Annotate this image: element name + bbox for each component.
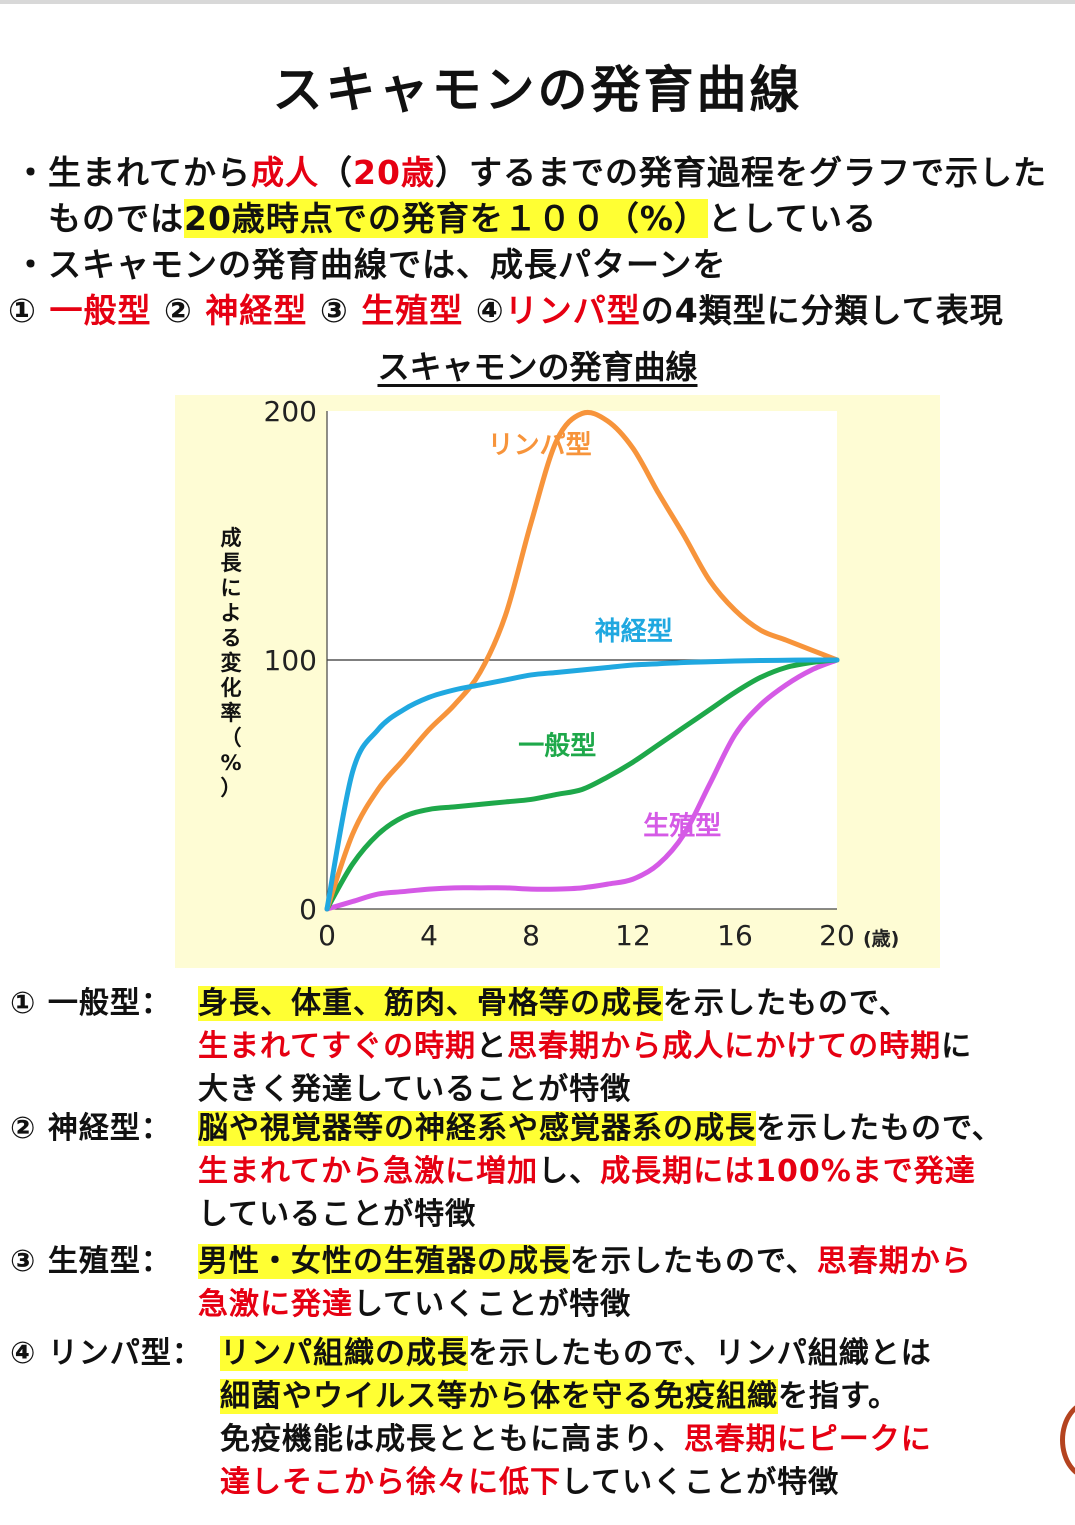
emphasis-text: 思春期から — [816, 1244, 972, 1279]
intro-line-4: ① 一般型 ② 神経型 ③ 生殖型 ④リンパ型の4類型に分類して表現 — [8, 288, 1074, 334]
desc-text: を示したもので、リンパ組織とは — [468, 1336, 932, 1371]
desc-text: していくことが特徴 — [353, 1287, 632, 1322]
highlighted-text: リンパ組織の成長 — [220, 1336, 468, 1371]
chart-title-text: スキャモンの発育曲線 — [377, 348, 698, 386]
series-line — [324, 409, 840, 912]
intro-line-1: ・生まれてから成人（20歳）するまでの発育過程をグラフで示した — [14, 150, 1074, 196]
emphasis-text: 思春期から成人にかけての時期 — [507, 1029, 942, 1064]
emphasis-text: 生まれてから急激に増加 — [198, 1154, 539, 1189]
x-tick-label: 16 — [717, 919, 753, 952]
intro-age: 20歳 — [353, 153, 435, 192]
type-number: ① — [8, 291, 50, 330]
desc-text: 免疫機能は成長とともに高まり、 — [220, 1422, 684, 1457]
desc-line: 身長、体重、筋肉、骨格等の成長を示したもので、 — [198, 982, 972, 1025]
series-line — [324, 657, 840, 912]
intro-line-2: ものでは20歳時点での発育を１００（%）としている — [14, 196, 1074, 242]
desc-line: 生まれてすぐの時期と思春期から成人にかけての時期に — [198, 1025, 972, 1068]
highlighted-text: 脳や視覚器等の神経系や感覚器系の成長 — [198, 1111, 756, 1146]
highlighted-text: 身長、体重、筋肉、骨格等の成長 — [198, 986, 663, 1021]
type-number: ② — [151, 291, 206, 330]
intro-text-segment: ）するまでの発育過程をグラフで示した — [434, 153, 1047, 192]
y-tick-label: 0 — [299, 893, 317, 926]
desc-text: を指す。 — [778, 1379, 899, 1414]
desc-line: 大きく発達していることが特徴 — [198, 1068, 972, 1111]
y-tick-label: 200 — [264, 395, 317, 428]
type-neural: 神経型 — [205, 291, 308, 330]
desc-label: ① 一般型： — [10, 986, 172, 1021]
chart-title: スキャモンの発育曲線 — [0, 342, 1075, 388]
intro-text-segment: （ — [319, 153, 354, 192]
highlighted-text: 細菌やウイルス等から体を守る免疫組織 — [220, 1379, 778, 1414]
x-axis-unit: (歳) — [863, 928, 899, 950]
x-tick-label: 4 — [420, 919, 438, 952]
type-general: 一般型 — [49, 291, 152, 330]
emphasis-text: 達しそこから徐々に低下 — [220, 1465, 561, 1500]
series-line — [324, 657, 840, 912]
desc-line: していることが特徴 — [198, 1193, 1003, 1236]
x-tick-label: 20 — [819, 919, 855, 952]
growth-curve-chart: 0 4 8 12 16 20 (歳) 0 100 200 成長による変化率（%） リンパ型神経型一般… — [175, 395, 940, 968]
intro-adult: 成人 — [251, 153, 320, 192]
intro-text-segment: としている — [708, 199, 878, 238]
emphasis-text: 成長期には100%まで発達 — [600, 1154, 976, 1189]
desc-body: 脳や視覚器等の神経系や感覚器系の成長を示したもので、 生まれてから急激に増加し、成… — [198, 1107, 1003, 1236]
series-label: 神経型 — [595, 616, 673, 647]
desc-body: 男性・女性の生殖器の成長を示したもので、思春期から 急激に発達していくことが特徴 — [198, 1240, 972, 1326]
intro-highlight: 20歳時点での発育を１００（%） — [184, 199, 708, 238]
type-number: ③ — [307, 291, 362, 330]
series-label: 生殖型 — [643, 810, 721, 841]
desc-text: と — [476, 1029, 508, 1064]
desc-line: 脳や視覚器等の神経系や感覚器系の成長を示したもので、 — [198, 1107, 1003, 1150]
x-tick-label: 12 — [615, 919, 651, 952]
desc-label: ④ リンパ型： — [10, 1336, 203, 1371]
desc-text: していることが特徴 — [198, 1197, 477, 1232]
x-tick-label: 8 — [522, 919, 540, 952]
desc-text: し、 — [538, 1154, 601, 1189]
desc-text: していくことが特徴 — [561, 1465, 840, 1500]
intro-text-segment: ものでは — [48, 199, 184, 238]
y-axis-label: 成長による変化率（%） — [220, 526, 242, 800]
type-lymphoid: リンパ型 — [504, 291, 641, 330]
emphasis-text: 生まれてすぐの時期 — [198, 1029, 477, 1064]
top-border — [0, 0, 1075, 4]
highlighted-text: 男性・女性の生殖器の成長 — [198, 1244, 570, 1279]
intro-line-3: ・スキャモンの発育曲線では、成長パターンを — [14, 245, 727, 284]
desc-line: 免疫機能は成長とともに高まり、思春期にピークに — [220, 1418, 932, 1461]
desc-text: を示したもので、 — [756, 1111, 1003, 1146]
desc-line: 急激に発達していくことが特徴 — [198, 1283, 972, 1326]
series-label: リンパ型 — [488, 430, 592, 460]
intro-text-segment: の4類型に分類して表現 — [640, 291, 1004, 330]
page-title: スキャモンの発育曲線 — [272, 61, 803, 119]
type-number: ④ — [463, 291, 505, 330]
emphasis-text: 思春期にピークに — [683, 1422, 932, 1457]
desc-text: を示したもので、 — [570, 1244, 817, 1279]
y-tick-label: 100 — [264, 644, 317, 677]
desc-line: 細菌やウイルス等から体を守る免疫組織を指す。 — [220, 1375, 932, 1418]
desc-line: 男性・女性の生殖器の成長を示したもので、思春期から — [198, 1240, 972, 1283]
x-tick-label: 0 — [318, 919, 336, 952]
intro-text-segment: ・生まれてから — [14, 153, 252, 192]
series-line — [324, 657, 840, 912]
emphasis-text: 急激に発達 — [198, 1287, 353, 1322]
intro-text: ・生まれてから成人（20歳）するまでの発育過程をグラフで示した ものでは20歳時… — [8, 150, 1074, 334]
desc-line: 生まれてから急激に増加し、成長期には100%まで発達 — [198, 1150, 1003, 1193]
desc-text: を示したもので、 — [663, 986, 910, 1021]
desc-body: リンパ組織の成長を示したもので、リンパ組織とは 細菌やウイルス等から体を守る免疫組… — [220, 1332, 932, 1504]
decorative-circle — [1060, 1400, 1075, 1480]
desc-label: ② 神経型： — [10, 1111, 172, 1146]
desc-body: 身長、体重、筋肉、骨格等の成長を示したもので、 生まれてすぐの時期と思春期から成人… — [198, 982, 972, 1111]
desc-line: リンパ組織の成長を示したもので、リンパ組織とは — [220, 1332, 932, 1375]
desc-label: ③ 生殖型： — [10, 1244, 172, 1279]
desc-text: に — [941, 1029, 973, 1064]
type-reproductive: 生殖型 — [361, 291, 464, 330]
desc-line: 達しそこから徐々に低下していくことが特徴 — [220, 1461, 932, 1504]
series-label: 一般型 — [518, 732, 596, 762]
desc-text: 大きく発達していることが特徴 — [198, 1072, 632, 1107]
